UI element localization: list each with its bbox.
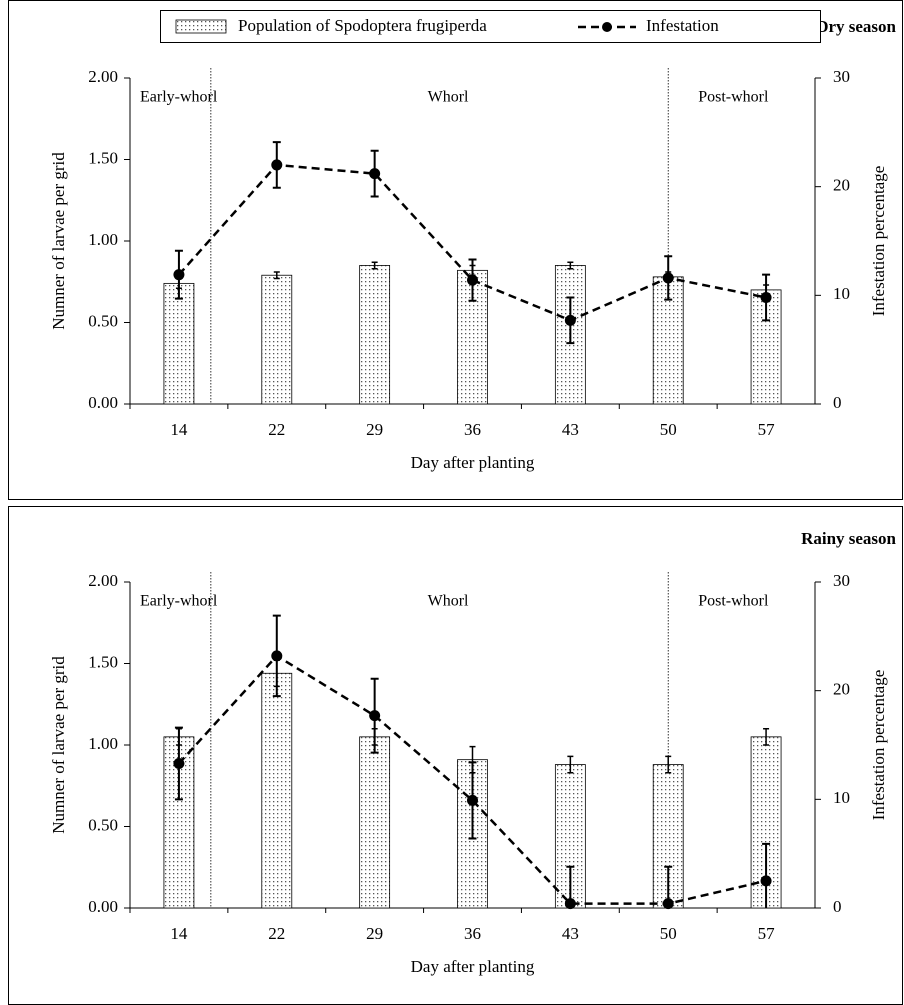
line-point bbox=[173, 269, 184, 280]
x-axis-label: Day after planting bbox=[411, 453, 535, 472]
line-point bbox=[663, 898, 674, 909]
y-tick-label: 1.00 bbox=[88, 230, 118, 249]
line-point bbox=[369, 710, 380, 721]
figure: Dry season 0.00 0.50 1.00 1.50 2.00 0 10 20 30 Day… bbox=[0, 0, 904, 1005]
panel-title: Rainy season bbox=[801, 529, 896, 548]
line-point bbox=[761, 292, 772, 303]
x-tick-label: 50 bbox=[660, 924, 677, 943]
line-point bbox=[467, 795, 478, 806]
legend-marker bbox=[602, 22, 612, 32]
x-tick-label: 14 bbox=[170, 924, 188, 943]
x-tick-label: 29 bbox=[366, 420, 383, 439]
y-tick-label: 0.50 bbox=[88, 311, 118, 330]
y-tick-label: 1.00 bbox=[88, 734, 118, 753]
line-point bbox=[565, 315, 576, 326]
legend-label: Population of Spodoptera frugiperda bbox=[238, 16, 487, 35]
y2-tick-label: 0 bbox=[833, 897, 842, 916]
legend-swatch bbox=[176, 20, 226, 33]
bar bbox=[164, 283, 194, 404]
y-tick-label: 0.50 bbox=[88, 815, 118, 834]
legend-label: Infestation bbox=[646, 16, 719, 35]
panel: Dry season 0.00 0.50 1.00 1.50 2.00 0 10 20 30 Day… bbox=[9, 1, 903, 500]
panel: Rainy season 0.00 0.50 1.00 1.50 2.00 0 10 20 30 D… bbox=[9, 507, 903, 1005]
phase-label: Early-whorl bbox=[140, 89, 218, 106]
y-tick-label: 1.50 bbox=[88, 652, 118, 671]
y2-tick-label: 10 bbox=[833, 788, 850, 807]
phase-label: Post-whorl bbox=[698, 593, 769, 610]
phase-label: Whorl bbox=[428, 593, 469, 610]
y2-axis-label: Infestation percentage bbox=[869, 670, 888, 821]
x-tick-label: 43 bbox=[562, 420, 579, 439]
y-tick-label: 2.00 bbox=[88, 67, 118, 86]
y2-tick-label: 0 bbox=[833, 393, 842, 412]
bar bbox=[262, 673, 292, 908]
x-tick-label: 36 bbox=[464, 420, 481, 439]
x-tick-label: 57 bbox=[758, 924, 776, 943]
line-point bbox=[467, 275, 478, 286]
line-point bbox=[761, 875, 772, 886]
bar bbox=[360, 737, 390, 908]
x-tick-label: 29 bbox=[366, 924, 383, 943]
line-point bbox=[271, 650, 282, 661]
x-tick-label: 22 bbox=[268, 924, 285, 943]
line-point bbox=[565, 898, 576, 909]
y-tick-label: 0.00 bbox=[88, 393, 118, 412]
x-tick-label: 50 bbox=[660, 420, 677, 439]
x-tick-label: 22 bbox=[268, 420, 285, 439]
bar bbox=[360, 265, 390, 404]
x-tick-label: 36 bbox=[464, 924, 481, 943]
x-tick-label: 14 bbox=[170, 420, 188, 439]
y2-tick-label: 10 bbox=[833, 284, 850, 303]
line-point bbox=[173, 758, 184, 769]
bar bbox=[262, 275, 292, 404]
panel-title: Dry season bbox=[816, 17, 896, 36]
phase-label: Early-whorl bbox=[140, 593, 218, 610]
y-axis-label: Numner of larvae per grid bbox=[49, 656, 68, 834]
y-tick-label: 0.00 bbox=[88, 897, 118, 916]
y2-axis-label: Infestation percentage bbox=[869, 166, 888, 317]
line-point bbox=[271, 159, 282, 170]
phase-label: Post-whorl bbox=[698, 89, 769, 106]
y2-tick-label: 20 bbox=[833, 176, 850, 195]
x-tick-label: 57 bbox=[758, 420, 776, 439]
phase-label: Whorl bbox=[428, 89, 469, 106]
y2-tick-label: 20 bbox=[833, 680, 850, 699]
y-tick-label: 1.50 bbox=[88, 148, 118, 167]
y2-tick-label: 30 bbox=[833, 67, 850, 86]
y-tick-label: 2.00 bbox=[88, 571, 118, 590]
line-point bbox=[369, 168, 380, 179]
line-point bbox=[663, 272, 674, 283]
y-axis-label: Numner of larvae per grid bbox=[49, 152, 68, 330]
y2-tick-label: 30 bbox=[833, 571, 850, 590]
x-tick-label: 43 bbox=[562, 924, 579, 943]
x-axis-label: Day after planting bbox=[411, 957, 535, 976]
